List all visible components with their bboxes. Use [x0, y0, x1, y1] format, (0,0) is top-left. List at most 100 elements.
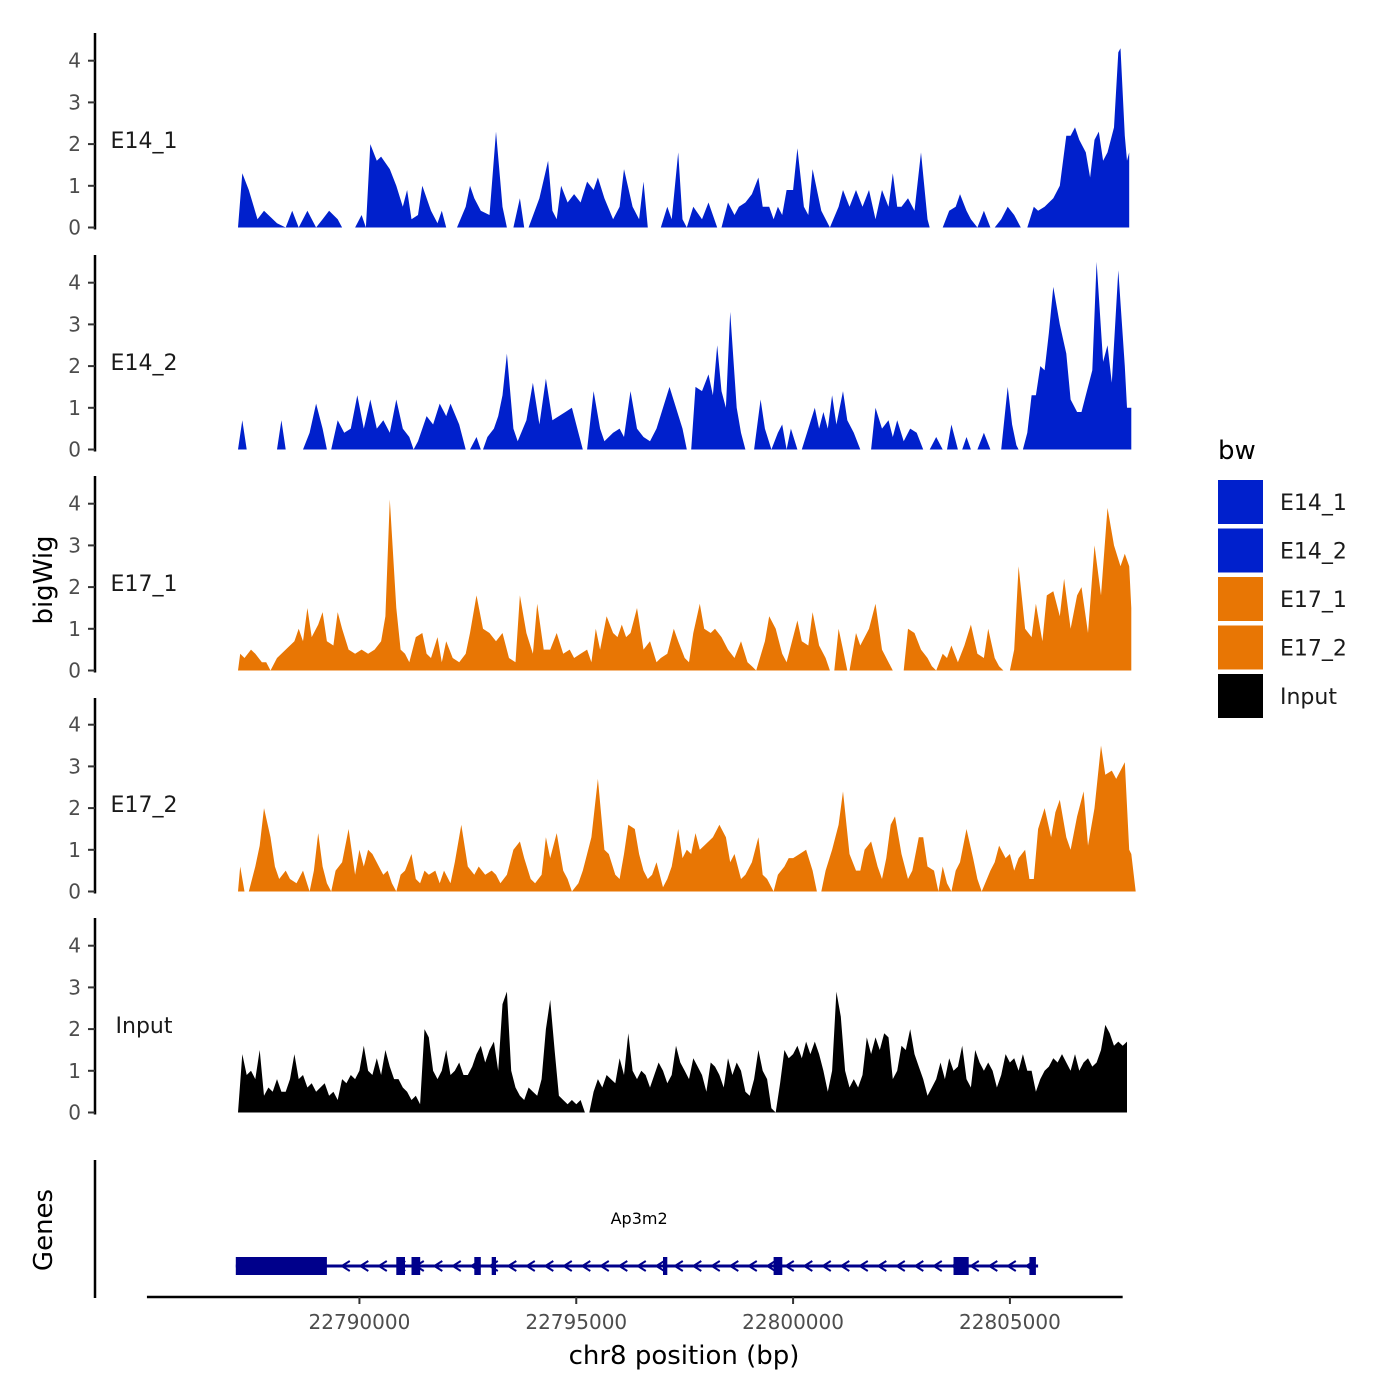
x-axis: 22790000 22795000 22800000 22805000 [146, 1295, 1123, 1334]
y-axis-title: bigWig [29, 535, 59, 624]
legend-key-E17_2 [1218, 625, 1263, 670]
legend-label-E17_2: E17_2 [1280, 637, 1347, 662]
gene-panel: Ap3m2 [93, 1160, 1039, 1298]
strand-arrow [506, 1260, 517, 1272]
strand-arrow [968, 1260, 980, 1272]
signal-area-E17_2 [238, 745, 1136, 892]
y-tick-label-E17_2: 2 [68, 796, 81, 820]
gene-exon [491, 1257, 496, 1275]
legend-key-E17_1 [1218, 577, 1263, 621]
legend: bw E14_1 E14_2 E17_1 E17_2 Input [1218, 436, 1347, 718]
y-tick-label-E17_2: 4 [68, 713, 81, 737]
track-label-E14_2: E14_2 [111, 351, 178, 376]
y-tick-label-E17_1: 2 [68, 575, 81, 599]
track-E17_1: 0 1 2 3 4 E17_1 [68, 476, 1132, 683]
genes-axis-title: Genes [29, 1189, 59, 1271]
x-tick-label: 22790000 [309, 1310, 411, 1334]
strand-arrow [876, 1260, 887, 1272]
y-tick-label-Input: 2 [68, 1017, 81, 1041]
y-tick-label-E17_2: 3 [68, 754, 81, 778]
legend-label-Input: Input [1280, 685, 1337, 710]
y-tick-label-Input: 1 [68, 1059, 81, 1083]
track-label-E14_1: E14_1 [111, 129, 178, 154]
legend-label-E17_1: E17_1 [1280, 588, 1347, 613]
y-tick-label-E17_2: 1 [68, 838, 81, 862]
strand-arrow [987, 1260, 998, 1272]
signal-area-E17_1 [238, 499, 1132, 671]
strand-arrow [691, 1260, 702, 1272]
gene-exon [1029, 1257, 1036, 1275]
y-tick-label-E17_1: 1 [68, 617, 81, 641]
y-tick-label-E14_2: 0 [68, 438, 81, 462]
y-tick-label-E14_2: 4 [68, 271, 81, 295]
gene-exon [773, 1257, 783, 1275]
strand-arrow [672, 1260, 684, 1272]
signal-area-E14_2 [238, 261, 1132, 450]
track-E14_1: 0 1 2 3 4 E14_1 [68, 33, 1130, 240]
strand-arrow [1005, 1260, 1017, 1272]
strand-arrow [358, 1260, 369, 1272]
strand-arrow [802, 1260, 813, 1272]
x-axis-title: chr8 position (bp) [569, 1341, 800, 1371]
strand-arrow [765, 1260, 776, 1272]
y-tick-label-E14_1: 3 [68, 90, 81, 114]
strand-arrow [931, 1260, 943, 1272]
gene-exon [953, 1257, 969, 1275]
strand-arrow [728, 1260, 739, 1272]
strand-arrow [709, 1260, 721, 1272]
gene-exon [663, 1257, 668, 1275]
y-tick-label-E17_1: 0 [68, 659, 81, 683]
strand-arrow [913, 1260, 924, 1272]
x-tick-label: 22805000 [959, 1310, 1061, 1334]
track-Input: 0 1 2 3 4 Input [68, 918, 1127, 1125]
strand-arrow [635, 1260, 647, 1272]
signal-area-Input [238, 991, 1127, 1113]
y-tick-label-E17_1: 4 [68, 492, 81, 516]
signal-tracks: 0 1 2 3 4 E14_1 0 1 2 3 4 E14_2 0 1 2 3 4 E17_1 0 1 2 3 4 E17_2… [68, 33, 1136, 1125]
gene-exon [411, 1257, 421, 1275]
y-tick-label-E14_1: 1 [68, 174, 81, 198]
track-label-Input: Input [116, 1014, 173, 1039]
legend-key-E14_2 [1218, 528, 1263, 573]
y-tick-label-E14_2: 2 [68, 354, 81, 378]
strand-arrow [617, 1260, 628, 1272]
y-tick-label-E17_2: 0 [68, 880, 81, 904]
gene-exon [396, 1257, 405, 1275]
strand-arrow [432, 1260, 443, 1272]
strand-arrow [543, 1260, 554, 1272]
legend-label-E14_2: E14_2 [1280, 540, 1347, 565]
legend-label-E14_1: E14_1 [1280, 491, 1347, 516]
y-tick-label-E14_1: 2 [68, 132, 81, 156]
strand-arrow [857, 1260, 869, 1272]
legend-key-Input [1218, 674, 1263, 718]
y-tick-label-E14_1: 4 [68, 49, 81, 73]
signal-area-E14_1 [238, 48, 1130, 228]
y-tick-label-Input: 3 [68, 975, 81, 999]
y-tick-label-Input: 4 [68, 934, 81, 958]
y-tick-label-E14_2: 3 [68, 312, 81, 336]
y-tick-label-E17_1: 3 [68, 533, 81, 557]
gene-exon [474, 1257, 481, 1275]
strand-arrow [598, 1260, 610, 1272]
strand-arrow [561, 1260, 573, 1272]
track-E14_2: 0 1 2 3 4 E14_2 [68, 255, 1132, 462]
strand-arrow [524, 1260, 536, 1272]
x-tick-label: 22795000 [525, 1310, 627, 1334]
strand-arrow [376, 1260, 388, 1272]
strand-arrow [450, 1260, 462, 1272]
gene-exon [235, 1257, 327, 1275]
track-label-E17_2: E17_2 [111, 793, 178, 818]
y-tick-label-E14_2: 1 [68, 396, 81, 420]
track-E17_2: 0 1 2 3 4 E17_2 [68, 698, 1136, 904]
y-tick-label-Input: 0 [68, 1101, 81, 1125]
legend-key-E14_1 [1218, 480, 1263, 524]
strand-arrow [746, 1260, 758, 1272]
strand-arrow [894, 1260, 906, 1272]
strand-arrow [580, 1260, 591, 1272]
strand-arrow [839, 1260, 850, 1272]
strand-arrow [339, 1260, 351, 1272]
legend-title: bw [1218, 436, 1256, 466]
gene-name-label: Ap3m2 [611, 1209, 668, 1228]
strand-arrow [654, 1260, 665, 1272]
